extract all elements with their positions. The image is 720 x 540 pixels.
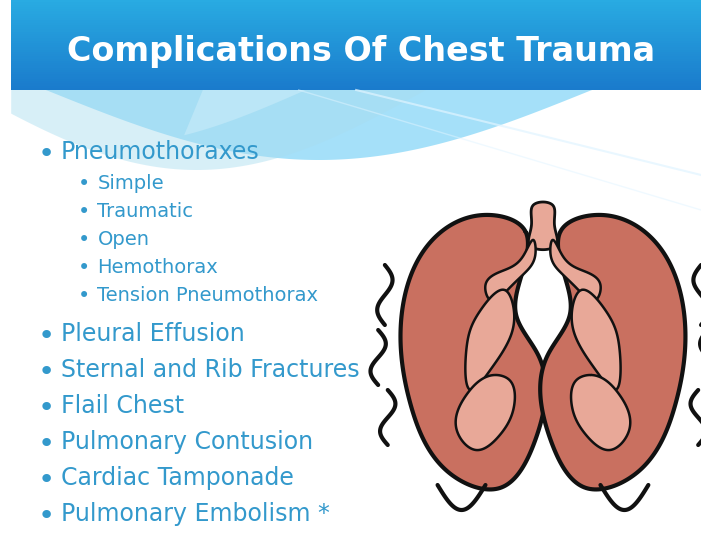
Text: Flail Chest: Flail Chest: [61, 394, 184, 418]
Bar: [12, 68, 701, 70]
Bar: [12, 79, 701, 81]
Bar: [12, 85, 701, 87]
Text: •: •: [78, 258, 91, 278]
Bar: [12, 40, 701, 43]
Bar: [12, 4, 701, 6]
Polygon shape: [456, 375, 515, 450]
Bar: [12, 45, 701, 47]
Bar: [12, 81, 701, 83]
Text: •: •: [38, 466, 55, 494]
Bar: [12, 20, 701, 23]
Text: •: •: [38, 322, 55, 350]
Text: •: •: [38, 358, 55, 386]
Bar: [12, 33, 701, 36]
Text: Pulmonary Embolism *: Pulmonary Embolism *: [61, 502, 330, 526]
Text: •: •: [38, 140, 55, 168]
Text: Pneumothoraxes: Pneumothoraxes: [61, 140, 260, 164]
Polygon shape: [12, 90, 701, 170]
Polygon shape: [572, 289, 621, 390]
Bar: [12, 0, 701, 2]
Bar: [12, 16, 701, 18]
Bar: [12, 52, 701, 54]
Bar: [12, 74, 701, 77]
Polygon shape: [528, 202, 557, 249]
Bar: [12, 77, 701, 79]
Text: Simple: Simple: [97, 174, 164, 193]
Bar: [12, 38, 701, 40]
Bar: [12, 29, 701, 31]
Bar: [12, 25, 701, 27]
Text: •: •: [78, 174, 91, 194]
Bar: [12, 9, 701, 11]
Bar: [12, 65, 701, 68]
Polygon shape: [184, 90, 701, 136]
Bar: [12, 23, 701, 25]
Polygon shape: [550, 240, 600, 301]
Polygon shape: [465, 289, 514, 390]
Bar: [12, 58, 701, 60]
Text: •: •: [78, 286, 91, 306]
Bar: [12, 36, 701, 38]
Bar: [12, 72, 701, 74]
Bar: [12, 27, 701, 29]
Text: Open: Open: [97, 230, 150, 249]
Polygon shape: [12, 90, 701, 160]
Text: Tension Pneumothorax: Tension Pneumothorax: [97, 286, 318, 305]
Bar: [12, 54, 701, 56]
Polygon shape: [485, 240, 536, 301]
Bar: [12, 50, 701, 52]
Text: •: •: [78, 230, 91, 250]
Text: Pulmonary Contusion: Pulmonary Contusion: [61, 430, 313, 454]
Bar: [12, 11, 701, 14]
Bar: [12, 60, 701, 63]
Text: •: •: [78, 202, 91, 222]
Bar: [12, 2, 701, 4]
Bar: [12, 43, 701, 45]
Text: •: •: [38, 502, 55, 530]
Bar: [12, 18, 701, 20]
Text: •: •: [38, 394, 55, 422]
Polygon shape: [540, 215, 685, 489]
Bar: [12, 47, 701, 50]
Bar: [12, 63, 701, 65]
Text: Cardiac Tamponade: Cardiac Tamponade: [61, 466, 294, 490]
Text: Complications Of Chest Trauma: Complications Of Chest Trauma: [67, 36, 655, 69]
Bar: [12, 70, 701, 72]
Bar: [12, 83, 701, 85]
Bar: [12, 31, 701, 33]
Polygon shape: [571, 375, 630, 450]
Text: •: •: [38, 430, 55, 458]
Bar: [12, 56, 701, 58]
Polygon shape: [400, 215, 546, 489]
Bar: [12, 14, 701, 16]
Text: Hemothorax: Hemothorax: [97, 258, 218, 277]
Text: Pleural Effusion: Pleural Effusion: [61, 322, 245, 346]
Text: Traumatic: Traumatic: [97, 202, 194, 221]
Text: Sternal and Rib Fractures: Sternal and Rib Fractures: [61, 358, 359, 382]
Bar: [12, 6, 701, 9]
Bar: [12, 87, 701, 90]
